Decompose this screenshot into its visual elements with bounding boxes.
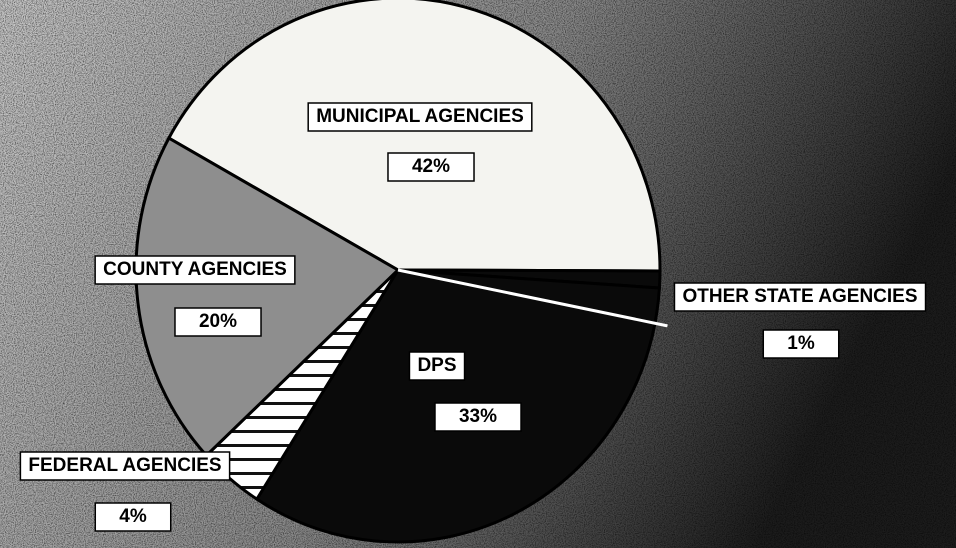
slice-label: OTHER STATE AGENCIES bbox=[682, 286, 917, 307]
slice-label-box bbox=[94, 255, 296, 285]
slice-label: FEDERAL AGENCIES bbox=[28, 455, 221, 476]
pie-slice bbox=[134, 136, 401, 458]
slice-value-label-box bbox=[762, 329, 840, 359]
slice-label-box bbox=[408, 351, 466, 381]
slice-value-label: 33% bbox=[459, 406, 497, 427]
slice-label-box bbox=[19, 451, 231, 481]
slice-label: COUNTY AGENCIES bbox=[103, 259, 287, 280]
pie-slice bbox=[166, 0, 662, 273]
slice-value-label-box bbox=[387, 152, 475, 182]
slice-value-label: 42% bbox=[412, 156, 450, 177]
slice-value-label-box bbox=[174, 307, 262, 337]
slice-label-box bbox=[673, 282, 927, 312]
slice-label-box bbox=[307, 102, 533, 132]
slice-label: MUNICIPAL AGENCIES bbox=[316, 106, 524, 127]
slice-value-label: 4% bbox=[119, 506, 147, 527]
labels: MUNICIPAL AGENCIES 42% OTHER STATE AGENCIE… bbox=[19, 102, 927, 532]
slice-value-label: 20% bbox=[199, 311, 237, 332]
slice-label: DPS bbox=[417, 355, 456, 376]
slice-value-label-box bbox=[434, 402, 522, 432]
leader-line bbox=[397, 268, 668, 328]
slice-value-label-box bbox=[94, 502, 172, 532]
slice-value-label: 1% bbox=[787, 333, 815, 354]
